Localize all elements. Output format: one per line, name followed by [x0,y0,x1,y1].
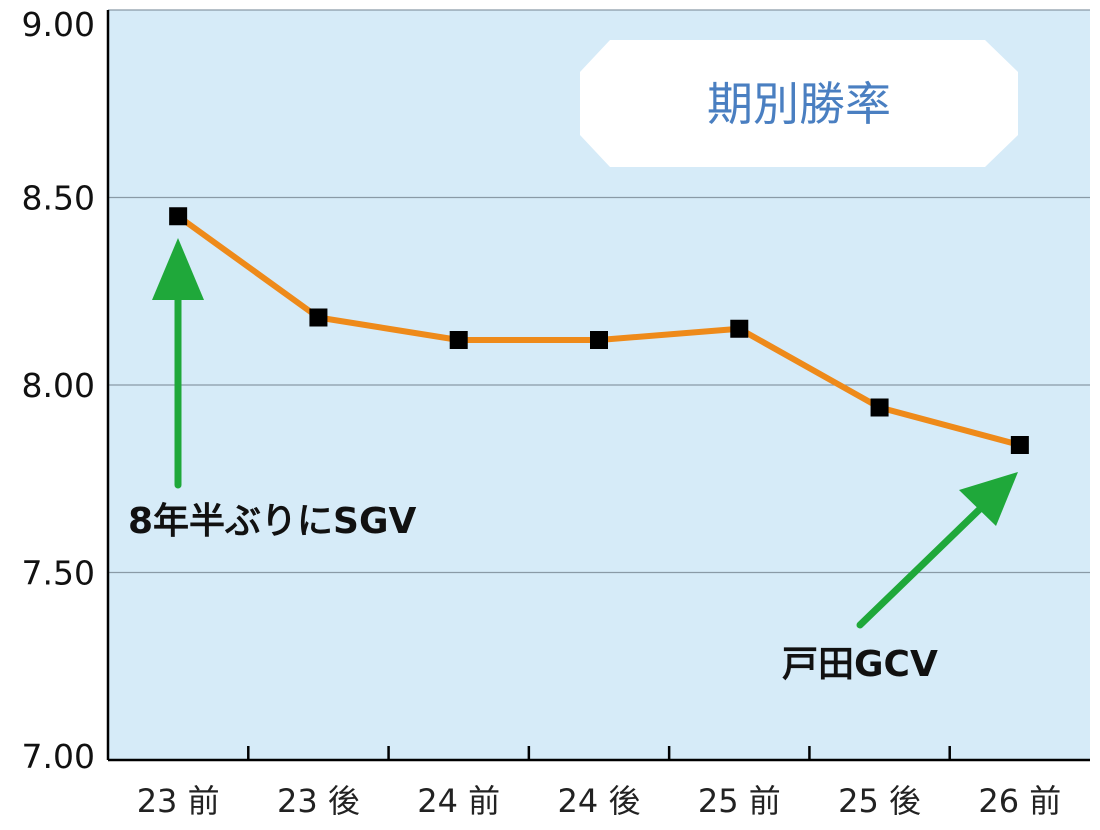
x-ticks [247,746,951,760]
grid-lines [108,9,1090,574]
y-tick-label: 8.00 [22,366,95,405]
annotation-label-1: 8年半ぶりにSGV [128,501,417,542]
x-tick-label: 23 前 [137,782,220,820]
annotation-label-2: 戸田GCV [782,644,938,685]
annotation-arrow-2 [856,472,1018,629]
x-tick-label: 26 前 [978,782,1061,820]
title-badge: 期別勝率 [580,40,1018,167]
x-tick-label: 23 後 [277,782,360,820]
y-tick-label: 8.50 [22,179,95,218]
data-point-5 [730,319,749,338]
data-point-2 [309,308,328,327]
x-tick-label: 25 前 [698,782,781,820]
y-tick-labels: 7.00 7.50 8.00 8.50 9.00 [22,5,95,776]
y-tick-label: 9.00 [22,5,95,44]
data-point-4 [590,331,608,349]
x-tick-label: 24 後 [558,782,641,820]
x-tick-label: 25 後 [838,782,921,820]
chart-title: 期別勝率 [707,77,891,131]
series-layer [169,207,1029,454]
y-tick-label: 7.50 [22,554,95,593]
data-point-3 [449,331,468,349]
y-tick-label: 7.00 [22,737,95,776]
x-category-labels: 23 前 23 後 24 前 24 後 25 前 25 後 26 前 [137,782,1062,820]
title-badge-shape [580,40,1018,167]
data-point-7 [1010,436,1029,454]
data-point-6 [870,398,889,417]
data-point-1 [169,207,188,226]
annotation-arrow-1 [152,238,204,489]
x-tick-label: 24 前 [417,782,500,820]
